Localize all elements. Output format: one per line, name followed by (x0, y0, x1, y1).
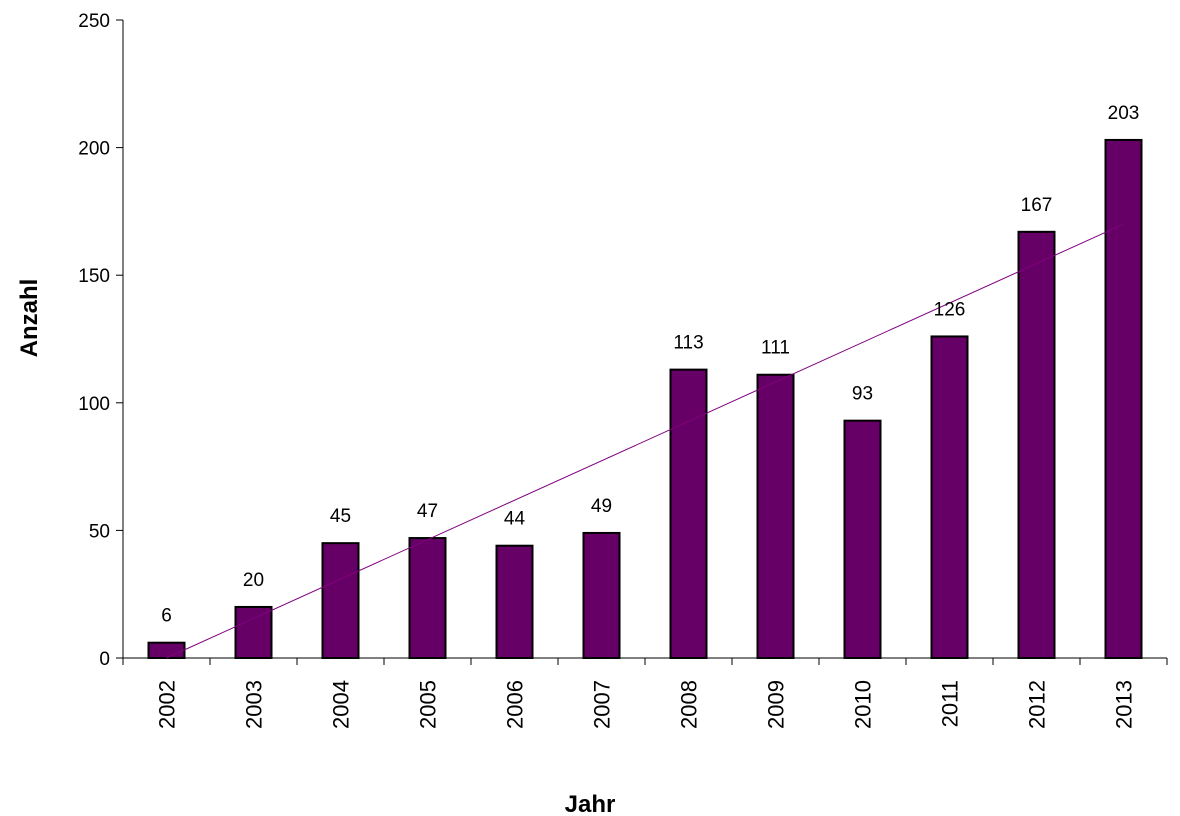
data-label: 93 (852, 384, 873, 405)
bar (1104, 138, 1143, 660)
y-axis-title: Anzahl (16, 279, 43, 358)
x-tick-label: 2007 (590, 680, 615, 729)
data-label: 113 (673, 333, 703, 354)
data-label: 47 (417, 501, 438, 522)
trendline-group (166, 223, 1124, 659)
data-label: 20 (243, 570, 264, 591)
bar (756, 373, 795, 659)
data-label: 6 (161, 606, 172, 627)
y-tick-label: 200 (78, 139, 110, 160)
data-labels: 6 20 45 47 44 49 113 111 93 126 167 203 (161, 103, 1139, 627)
x-tick-label: 2004 (329, 680, 354, 729)
data-label: 111 (761, 338, 790, 359)
y-tick-label: 0 (99, 649, 110, 670)
x-tick-label: 2006 (503, 680, 528, 729)
bar (408, 537, 447, 660)
bar (495, 544, 534, 659)
data-label: 44 (504, 509, 526, 530)
x-tick-label: 2003 (242, 680, 267, 729)
bar (147, 641, 186, 659)
bar (582, 531, 621, 660)
x-axis: 2002 2003 2004 2005 2006 2007 2008 2009 2010 2011… (122, 657, 1168, 729)
bar (321, 542, 360, 659)
trendline (166, 223, 1124, 659)
bar (1017, 230, 1056, 659)
bars (147, 138, 1143, 660)
data-label: 49 (591, 496, 612, 517)
bar (669, 368, 708, 659)
x-tick-label: 2009 (764, 680, 789, 729)
y-tick-label: 150 (78, 266, 110, 287)
y-tick-label: 100 (78, 394, 110, 415)
data-label: 45 (330, 506, 351, 527)
data-label: 167 (1021, 195, 1053, 216)
data-label: 203 (1108, 103, 1140, 124)
x-tick-label: 2005 (416, 680, 441, 729)
x-tick-label: 2008 (677, 680, 702, 729)
x-tick-label: 2013 (1112, 680, 1137, 729)
x-tick-label: 2011 (938, 680, 963, 727)
data-label: 126 (934, 299, 966, 320)
bar (843, 419, 882, 659)
y-tick-label: 50 (89, 521, 110, 542)
x-tick-label: 2002 (155, 680, 180, 729)
bar (234, 605, 273, 660)
x-axis-title: Jahr (565, 791, 616, 816)
x-tick-label: 2012 (1025, 680, 1050, 729)
y-axis: 0 50 100 150 200 250 (78, 11, 124, 670)
x-tick-label: 2010 (851, 680, 876, 729)
y-tick-label: 250 (78, 11, 110, 32)
bar (930, 335, 969, 659)
